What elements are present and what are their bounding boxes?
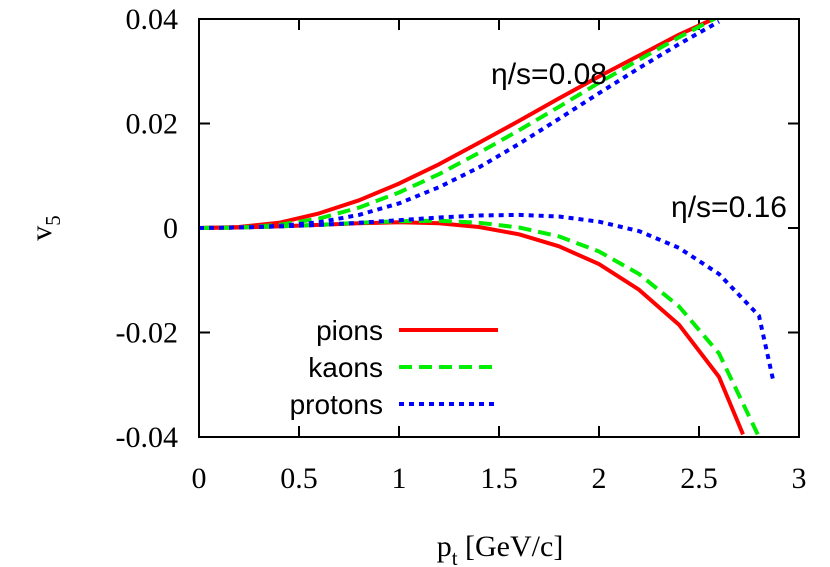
y-tick-label: 0.04 xyxy=(126,3,179,36)
x-tick-label: 0.5 xyxy=(280,462,318,495)
y-axis-subscript: 5 xyxy=(41,215,65,226)
y-tick-label: 0.02 xyxy=(126,108,179,141)
series-lines xyxy=(199,19,775,437)
x-tick-label: 1 xyxy=(392,462,407,495)
legend-label-protons: protons xyxy=(290,389,383,420)
tick-labels: 0 0.5 1 1.5 2 2.5 3 -0.04 -0.02 0 0.02 0.04 xyxy=(116,3,807,495)
x-tick-label: 0 xyxy=(192,462,207,495)
x-tick-label: 2 xyxy=(592,462,607,495)
legend-label-kaons: kaons xyxy=(308,352,383,383)
annotation-eta-0.08: η/s=0.08 xyxy=(491,58,607,91)
legend-label-pions: pions xyxy=(316,315,383,346)
y-tick-label: -0.02 xyxy=(116,317,179,350)
series-line-protons-eta-0.08 xyxy=(199,19,720,230)
y-tick-label: -0.04 xyxy=(116,421,179,454)
x-tick-label: 2.5 xyxy=(680,462,718,495)
x-axis-subscript: t xyxy=(452,546,458,567)
annotations: η/s=0.08 η/s=0.16 xyxy=(491,58,787,224)
y-tick-label: 0 xyxy=(163,212,178,245)
series-line-pions-eta-0.08 xyxy=(199,19,719,230)
plot-frame xyxy=(198,18,800,438)
x-axis-title: pt [GeV/c] xyxy=(437,530,564,567)
x-tick-label: 1.5 xyxy=(480,462,518,495)
series-line-protons-eta-0.16 xyxy=(199,212,775,380)
y-axis-symbol: v xyxy=(25,226,58,241)
series-line-kaons-eta-0.08 xyxy=(199,19,719,230)
x-axis-unit: [GeV/c] xyxy=(458,530,564,563)
x-axis-symbol: p xyxy=(437,530,452,563)
x-tick-label: 3 xyxy=(792,462,807,495)
y-axis-title: v5 xyxy=(25,215,65,241)
annotation-eta-0.16: η/s=0.16 xyxy=(671,191,787,224)
series-line-kaons-eta-0.16 xyxy=(199,218,761,437)
legend: pions kaons protons xyxy=(290,315,498,420)
